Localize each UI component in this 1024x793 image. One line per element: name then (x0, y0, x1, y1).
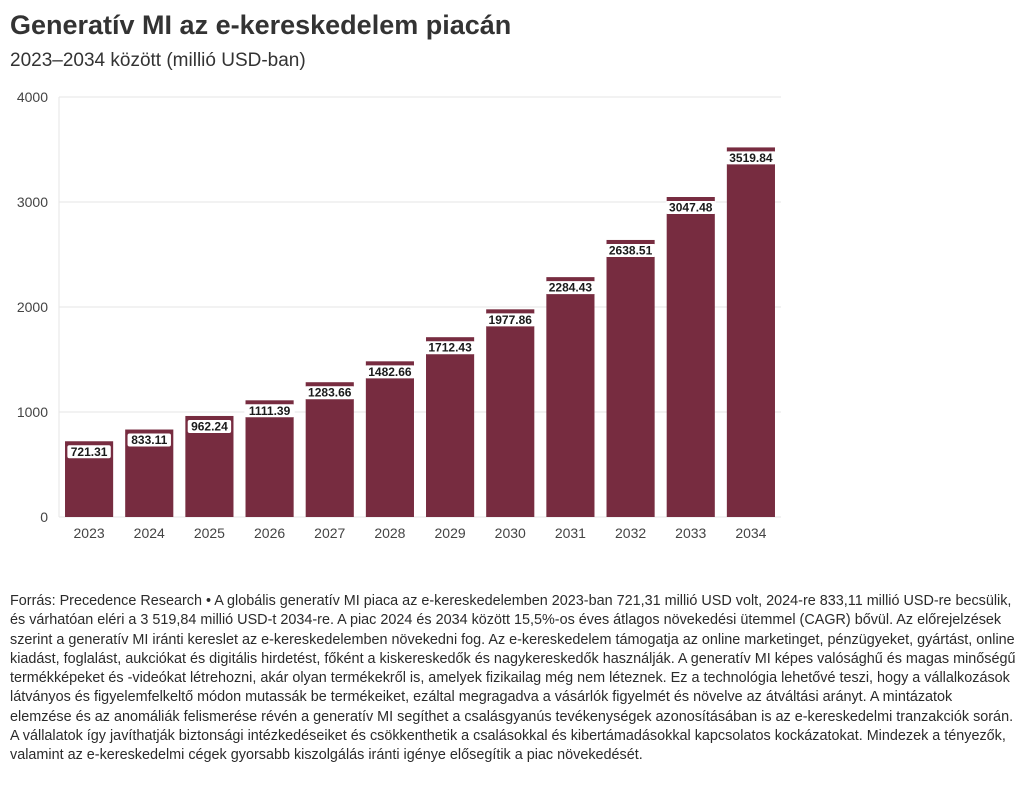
bar-label-bg (127, 433, 171, 447)
x-tick-label: 2030 (495, 525, 526, 541)
bar-value-label: 3519.84 (729, 151, 773, 165)
x-tick-label: 2025 (194, 525, 225, 541)
bar-label-bg (485, 313, 536, 327)
bar-2029 (426, 337, 475, 517)
y-tick-label: 4000 (17, 89, 48, 105)
bar-label-bg (725, 151, 777, 165)
bar-value-label: 3047.48 (669, 201, 713, 215)
x-tick-label: 2034 (735, 525, 766, 541)
bar-chart: 0 1000 2000 3000 4000 721.31 833.11 962.24 1111… (17, 89, 781, 541)
y-tick-label: 3000 (17, 194, 48, 210)
y-tick-label: 1000 (17, 404, 48, 420)
x-tick-label: 2029 (435, 525, 466, 541)
x-tick-label: 2027 (314, 525, 345, 541)
bar-2027 (305, 382, 354, 517)
bar-label-bg (605, 243, 656, 257)
y-tick-label: 0 (40, 509, 48, 525)
bar-2031 (546, 277, 595, 517)
x-tick-label: 2028 (374, 525, 405, 541)
bar-2030 (486, 309, 535, 517)
y-tick-label: 2000 (17, 299, 48, 315)
grid-lines (58, 96, 781, 518)
x-tick-label: 2031 (555, 525, 586, 541)
bar-2034 (726, 147, 775, 517)
chart-subtitle: 2023–2034 között (millió USD-ban) (10, 50, 306, 71)
x-axis-ticks: 2023 2024 2025 2026 2027 2028 2029 2030 2031 2032… (74, 525, 767, 541)
bar-value-label: 2284.43 (549, 281, 593, 295)
y-axis-ticks: 0 1000 2000 3000 4000 (17, 89, 48, 525)
bar-2033 (666, 197, 715, 518)
bar-value-label: 1283.66 (308, 386, 352, 400)
bar-label-bg (545, 281, 596, 295)
bar-value-label: 833.11 (131, 433, 167, 447)
bar-value-label: 721.31 (71, 445, 108, 459)
bar-2028 (365, 361, 414, 517)
bars: 721.31 833.11 962.24 1111.39 1283.66 1482.66 1… (65, 147, 777, 518)
bar-2026 (245, 400, 294, 517)
x-tick-label: 2024 (134, 525, 165, 541)
bar-value-label: 1977.86 (489, 313, 533, 327)
bar-label-bg (304, 386, 355, 400)
bar-value-label: 2638.51 (609, 243, 653, 257)
chart-title: Generatív MI az e-kereskedelem piacán (10, 10, 512, 40)
x-tick-label: 2032 (615, 525, 646, 541)
bar-value-label: 1111.39 (249, 404, 291, 418)
bar-label-bg (67, 445, 111, 459)
bar-label-bg (244, 404, 295, 418)
bar-label-bg (665, 201, 716, 215)
x-tick-label: 2023 (74, 525, 105, 541)
bar-label-bg (424, 341, 476, 355)
bar-label-bg (187, 419, 232, 433)
bar-value-label: 962.24 (191, 419, 228, 433)
bar-2032 (606, 239, 655, 517)
source-text: Forrás: Precedence Research • A globális… (10, 593, 1016, 764)
x-tick-label: 2026 (254, 525, 285, 541)
bar-value-label: 1482.66 (368, 365, 412, 379)
x-tick-label: 2033 (675, 525, 706, 541)
bar-label-bg (364, 365, 416, 379)
bar-value-label: 1712.43 (428, 341, 472, 355)
